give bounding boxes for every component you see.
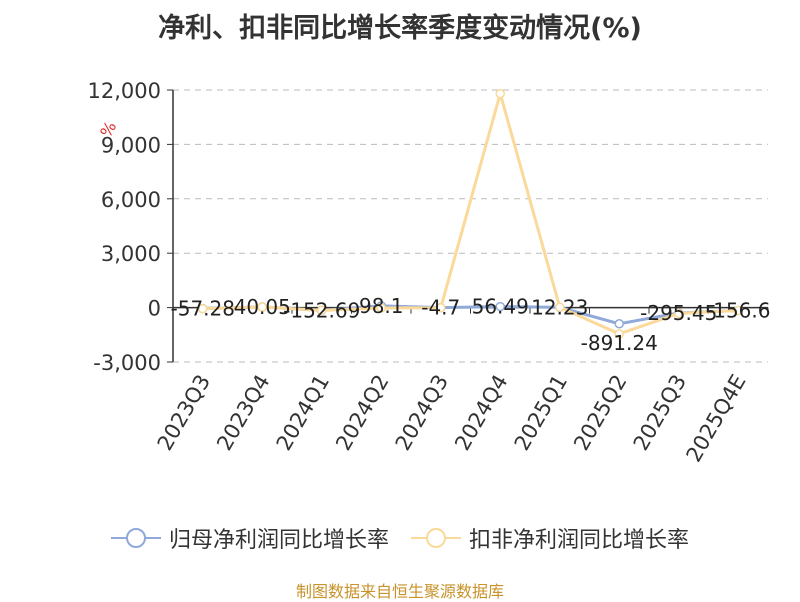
y-axis: 12,000 9,000 6,000 3,000 0 -3,000 — [88, 79, 174, 375]
x-tick-label: 2025Q3 — [629, 371, 691, 455]
x-tick-label: 2024Q1 — [272, 371, 334, 455]
x-tick-label: 2024Q3 — [391, 371, 453, 455]
data-point — [436, 303, 446, 313]
data-label: -152.69 — [283, 298, 360, 322]
data-label: -295.45 — [640, 301, 717, 325]
data-point — [495, 301, 505, 312]
y-tick-label: 6,000 — [101, 188, 161, 212]
x-tick-label: 2023Q3 — [153, 371, 215, 455]
x-tick-label: 2025Q4E — [681, 371, 750, 467]
legend-label-series1: 归母净利润同比增长率 — [168, 528, 389, 553]
legend-item-series1[interactable]: 归母净利润同比增长率 — [110, 522, 389, 554]
data-point — [614, 319, 624, 329]
data-point — [555, 302, 565, 312]
data-point — [495, 88, 505, 99]
data-label: 56.49 — [472, 295, 529, 319]
y-tick-label: -3,000 — [93, 351, 161, 375]
legend-line-circle-icon — [110, 528, 161, 548]
data-point — [317, 305, 327, 316]
legend: 归母净利润同比增长率 扣非净利润同比增长率 — [0, 518, 800, 558]
series-line-2 — [202, 92, 739, 336]
x-tick-label: 2025Q2 — [569, 371, 631, 455]
y-tick-label: 9,000 — [101, 133, 161, 157]
legend-line-circle-icon — [411, 528, 461, 548]
data-point — [376, 303, 386, 313]
x-tick-label: 2023Q4 — [212, 371, 274, 455]
data-label: -4.7 — [421, 296, 460, 320]
data-point — [257, 302, 267, 312]
data-label: -156.6 — [706, 298, 770, 322]
data-point — [733, 305, 743, 316]
data-label: -891.24 — [581, 331, 658, 355]
data-label: 40.05 — [234, 295, 291, 319]
x-tick-label: 2024Q2 — [331, 371, 393, 455]
x-tick-label: 2025Q1 — [510, 371, 572, 455]
chart-title: 净利、扣非同比增长率季度变动情况(%) — [158, 13, 642, 44]
data-label: -57.28 — [171, 297, 235, 321]
y-tick-label: 12,000 — [88, 79, 161, 103]
y-tick-label: 0 — [148, 297, 161, 321]
data-label: 12.23 — [531, 295, 588, 319]
series-lines — [198, 88, 743, 339]
x-axis: 2023Q32023Q42024Q12024Q22024Q32024Q42025… — [153, 306, 769, 467]
data-point — [198, 303, 208, 314]
data-source-note: 制图数据来自恒生聚源数据库 — [295, 582, 504, 601]
data-label: 98.1 — [359, 294, 404, 318]
legend-item-series2[interactable]: 扣非净利润同比增长率 — [411, 522, 689, 554]
legend-label-series2: 扣非净利润同比增长率 — [469, 528, 690, 553]
data-point — [674, 308, 684, 319]
data-point — [614, 329, 624, 339]
x-tick-label: 2024Q4 — [450, 371, 512, 455]
y-tick-label: 3,000 — [101, 242, 161, 266]
